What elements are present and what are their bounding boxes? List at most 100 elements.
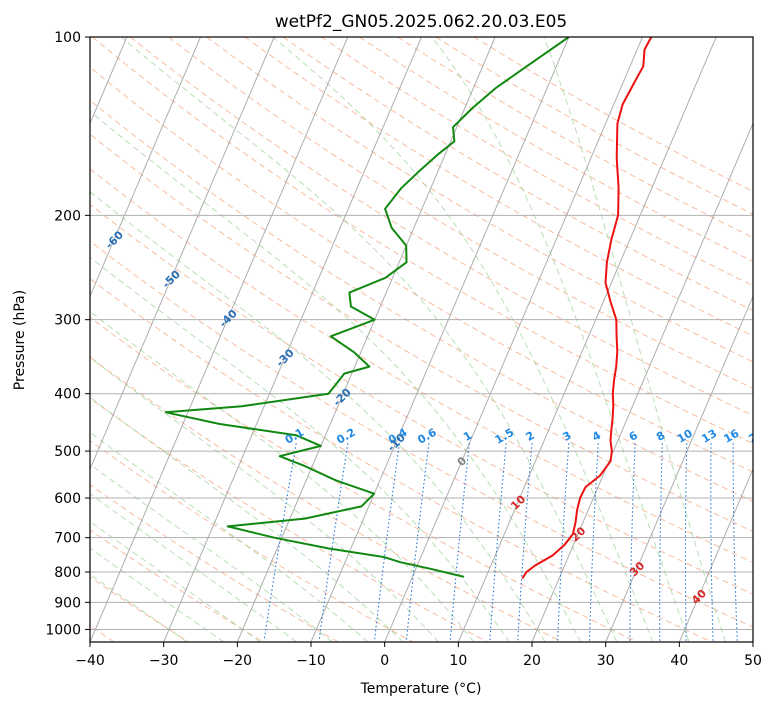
y-axis: 100 200 300 400 500 600 700 800 900 1000 (45, 30, 90, 638)
mixing-ratio-line (373, 443, 400, 641)
isotherm-line (678, 467, 753, 642)
moist-adiabat-line (90, 463, 333, 642)
dry-adiabat-line (90, 483, 339, 642)
isotherm-line (90, 37, 349, 642)
x-tick-label: 50 (744, 653, 762, 669)
mixing-ratio-label: 6 (627, 429, 640, 444)
y-tick-label: 900 (54, 595, 81, 611)
y-axis-label: Pressure (hPa) (12, 290, 28, 390)
isotherm-label: -30 (274, 346, 297, 369)
moist-adiabats (90, 37, 727, 642)
mixing-ratio-line (405, 443, 430, 641)
isotherm-line (752, 640, 753, 642)
mixing-ratio-label: 4 (590, 429, 603, 444)
x-tick-label: −10 (296, 653, 326, 669)
mixing-ratio-label: 0.6 (415, 426, 439, 447)
x-axis-label: Temperature (°C) (360, 681, 482, 697)
mixing-ratio-label: 8 (654, 429, 667, 444)
dry-adiabat-line (90, 397, 488, 642)
dry-adiabat-line (473, 37, 753, 192)
dry-adiabat-line (90, 99, 753, 502)
y-tick-label: 800 (54, 565, 81, 581)
x-tick-label: 20 (523, 653, 541, 669)
mixing-ratio-line (517, 443, 533, 641)
moist-adiabat-line (90, 191, 546, 642)
moist-adiabat-line (90, 520, 261, 642)
dry-adiabat-line (359, 37, 753, 263)
moist-adiabat-line (90, 310, 475, 642)
y-tick-label: 100 (54, 30, 81, 46)
mixing-ratio-line (710, 443, 714, 641)
isotherm-label: 40 (689, 587, 709, 607)
mixing-ratio-line (588, 443, 599, 641)
x-tick-label: 30 (597, 653, 615, 669)
mixing-ratio-line (684, 443, 688, 641)
pressure-gridlines (90, 37, 753, 630)
temperature-series-line (521, 37, 653, 579)
dry-adiabat-line (90, 203, 753, 595)
isotherm-label: -70 (47, 186, 70, 209)
isotherm-line (384, 37, 643, 642)
plot-frame (89, 36, 754, 643)
y-tick-label: 1000 (45, 622, 81, 638)
isotherm-label: 20 (568, 524, 588, 544)
dry-adiabat-line (90, 576, 190, 642)
mixing-ratio-label: 20 (746, 427, 766, 446)
isotherm-label: 10 (508, 492, 528, 512)
dry-adiabat-line (90, 278, 712, 642)
moist-adiabat-line (90, 573, 188, 642)
moist-adiabat-line (120, 37, 618, 642)
mixing-ratio-label: 16 (721, 427, 741, 446)
plot-area: 0.10.20.40.611.52346810131620253036-100-… (0, 37, 766, 642)
mixing-ratio-label: 0.2 (334, 426, 357, 447)
y-tick-label: 300 (54, 313, 81, 329)
mixing-ratio-line (732, 443, 738, 641)
x-axis: −40 −30 −20 −10 0 10 20 30 40 50 (75, 642, 762, 669)
mixing-ratio-label: 2 (524, 429, 537, 444)
isotherm-line (90, 37, 201, 298)
isotherm-line (531, 122, 753, 642)
isotherm-line (457, 37, 717, 642)
series-lines (164, 37, 653, 579)
mixing-ratio-line (557, 443, 570, 641)
dry-adiabat-line (282, 37, 753, 312)
x-tick-label: 40 (670, 653, 688, 669)
moist-adiabat-line (90, 256, 510, 642)
isotherm-line (90, 37, 275, 471)
y-tick-label: 400 (54, 387, 81, 403)
dry-adiabat-line (90, 529, 264, 642)
mixing-ratio-line (449, 443, 470, 641)
moist-adiabat-line (90, 431, 369, 642)
moist-adiabat-line (90, 493, 297, 642)
y-tick-label: 200 (54, 208, 81, 224)
dry-adiabat-line (90, 356, 563, 642)
mixing-ratio-line (758, 443, 765, 641)
dry-adiabats (90, 37, 753, 642)
isotherm-label: 0 (455, 454, 470, 469)
mixing-ratio-label: 10 (675, 427, 695, 446)
x-tick-label: −30 (149, 653, 179, 669)
isotherm-line (163, 37, 422, 642)
line-annotations: 0.10.20.40.611.52346810131620253036-100-… (0, 140, 766, 607)
isotherm-label: -80 (0, 140, 16, 163)
y-tick-label: 600 (54, 491, 81, 507)
moist-adiabat-line (90, 356, 439, 642)
dry-adiabat-line (90, 316, 638, 642)
dry-adiabat-line (91, 37, 753, 445)
dry-adiabat-line (90, 240, 753, 628)
y-tick-label: 700 (54, 531, 81, 547)
mixing-ratio-line (629, 443, 636, 641)
isotherm-line (310, 37, 570, 642)
isotherm-label: -20 (331, 385, 354, 408)
moist-adiabat-line (543, 37, 727, 642)
moist-adiabat-line (431, 37, 690, 642)
y-tick-label: 500 (54, 444, 81, 460)
mixing-ratio-line (318, 443, 349, 641)
moist-adiabat-line (90, 396, 404, 642)
isotherms (90, 37, 753, 642)
x-tick-label: −40 (75, 653, 105, 669)
isotherm-label: -60 (103, 228, 126, 251)
isotherm-line (605, 295, 753, 642)
x-tick-label: −20 (223, 653, 253, 669)
